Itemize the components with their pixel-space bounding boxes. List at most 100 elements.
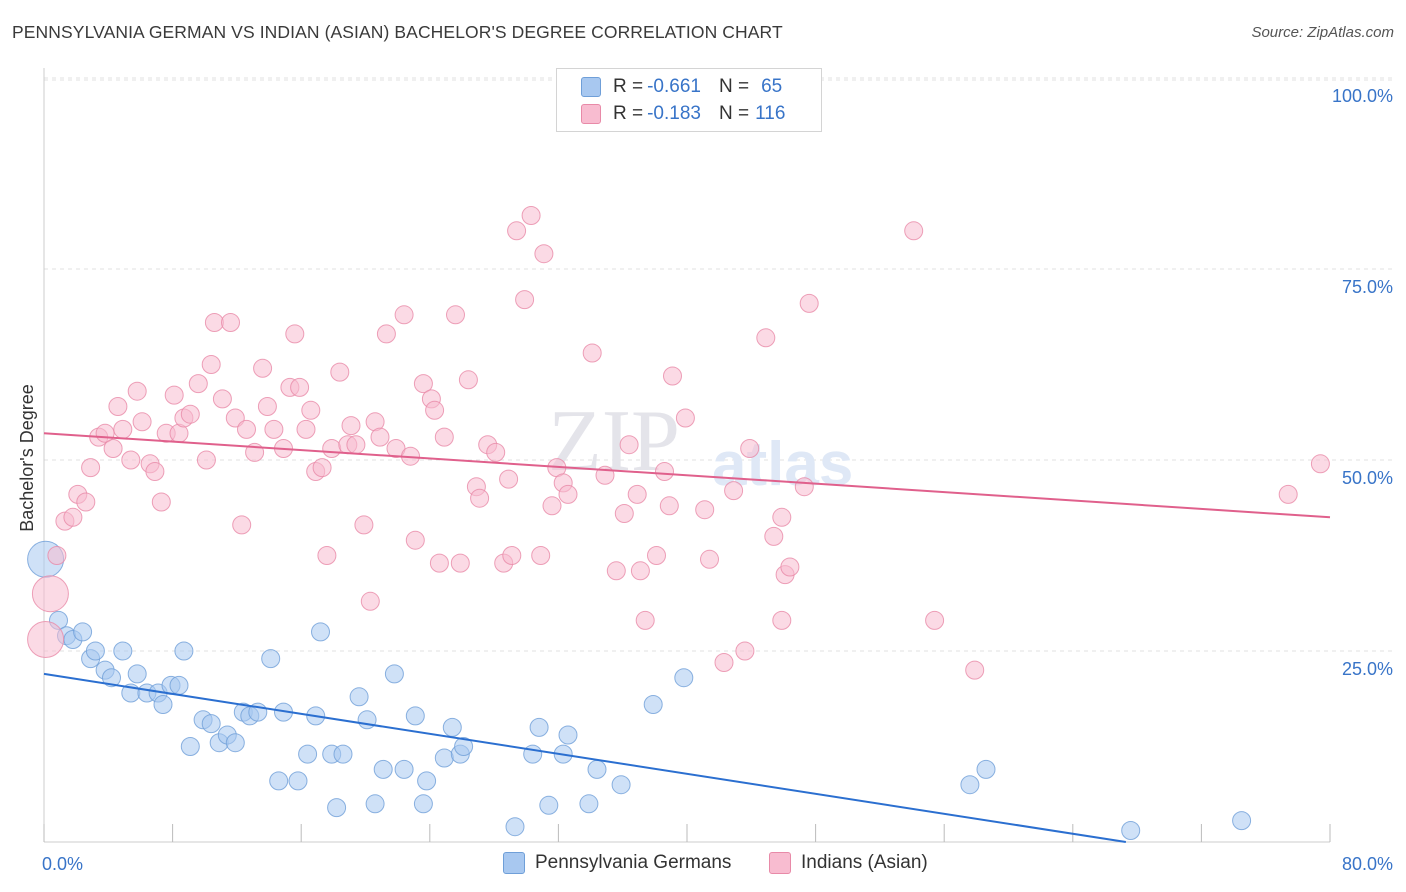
point-indians-asian <box>756 328 776 348</box>
legend-n-label: N = <box>718 103 750 124</box>
chart-title: PENNSYLVANIA GERMAN VS INDIAN (ASIAN) BA… <box>12 22 783 42</box>
point-pennsylvania-germans <box>311 622 330 642</box>
point-pennsylvania-germans <box>454 737 474 756</box>
point-indians-asian <box>47 546 67 565</box>
point-indians-asian <box>317 546 337 565</box>
point-indians-asian <box>127 381 147 401</box>
legend-r-label: R = <box>613 103 644 124</box>
legend-r-value: -0.183 <box>647 103 701 124</box>
point-indians-asian <box>405 530 425 550</box>
point-pennsylvania-germans <box>579 794 599 814</box>
point-indians-asian <box>27 621 65 658</box>
legend-label: Indians (Asian) <box>801 852 928 873</box>
point-indians-asian <box>534 244 554 264</box>
point-indians-asian <box>394 305 414 325</box>
point-pennsylvania-germans <box>327 798 347 818</box>
point-indians-asian <box>582 343 602 363</box>
point-indians-asian <box>354 515 374 535</box>
point-indians-asian <box>740 439 760 458</box>
point-indians-asian <box>113 419 133 439</box>
point-indians-asian <box>735 641 755 661</box>
point-indians-asian <box>502 546 522 565</box>
point-pennsylvania-germans <box>523 744 543 764</box>
point-indians-asian <box>225 408 245 428</box>
point-indians-asian <box>904 221 924 241</box>
point-indians-asian <box>675 408 695 428</box>
point-indians-asian <box>81 458 101 478</box>
legend-swatch-blue <box>581 77 601 97</box>
point-indians-asian <box>799 293 819 313</box>
point-indians-asian <box>164 385 184 405</box>
point-pennsylvania-germans <box>153 695 173 714</box>
point-pennsylvania-germans <box>1121 821 1141 840</box>
point-indians-asian <box>188 374 208 394</box>
point-indians-asian <box>965 660 985 680</box>
point-pennsylvania-germans <box>539 795 559 815</box>
x-tick-label-min: 0.0% <box>42 854 83 874</box>
point-pennsylvania-germans <box>169 675 189 695</box>
x-tick-label-max: 80.0% <box>1342 854 1393 874</box>
trend-line-indians-asian <box>43 432 1331 519</box>
point-pennsylvania-germans <box>1232 811 1252 831</box>
legend-n-value: 116 <box>755 103 786 124</box>
point-indians-asian <box>425 400 445 420</box>
point-indians-asian <box>322 439 342 458</box>
legend-item-pennsylvania-germans[interactable]: Pennsylvania Germans <box>503 852 731 874</box>
point-pennsylvania-germans <box>505 817 525 837</box>
point-indians-asian <box>145 462 165 481</box>
y-tick-label: 100.0% <box>1332 86 1393 106</box>
point-indians-asian <box>180 404 200 424</box>
point-pennsylvania-germans <box>174 641 194 661</box>
point-pennsylvania-germans <box>611 775 631 795</box>
point-indians-asian <box>103 439 123 458</box>
point-indians-asian <box>376 324 396 344</box>
data-points <box>27 206 1330 840</box>
point-indians-asian <box>521 206 541 225</box>
point-pennsylvania-germans <box>201 714 221 734</box>
point-indians-asian <box>700 549 719 569</box>
point-indians-asian <box>614 504 634 523</box>
point-indians-asian <box>647 546 666 565</box>
point-indians-asian <box>285 324 305 344</box>
point-indians-asian <box>724 481 744 501</box>
point-indians-asian <box>925 610 945 630</box>
legend-n-label: N = <box>718 76 750 97</box>
point-indians-asian <box>196 450 216 470</box>
point-indians-asian <box>619 435 639 455</box>
point-indians-asian <box>450 553 470 573</box>
point-indians-asian <box>312 458 332 478</box>
point-indians-asian <box>458 370 478 390</box>
point-indians-asian <box>558 484 578 504</box>
legend-item-indians-asian[interactable]: Indians (Asian) <box>769 852 928 874</box>
point-indians-asian <box>370 427 390 447</box>
legend-row-indians-asian: R = -0.183 N = 116 <box>581 102 785 126</box>
point-indians-asian <box>201 355 221 374</box>
point-pennsylvania-germans <box>102 668 121 688</box>
point-indians-asian <box>772 610 792 630</box>
point-indians-asian <box>515 290 535 310</box>
point-indians-asian <box>434 427 454 447</box>
point-indians-asian <box>606 561 626 581</box>
point-indians-asian <box>429 553 449 573</box>
point-indians-asian <box>121 450 141 470</box>
source-label: Source: ZipAtlas.com <box>1251 24 1394 41</box>
point-indians-asian <box>627 484 647 504</box>
stats-legend: R = -0.661 N = 65 R = -0.183 N = 116 <box>556 68 822 132</box>
point-indians-asian <box>346 435 366 455</box>
point-indians-asian <box>301 400 321 420</box>
point-pennsylvania-germans <box>180 737 200 756</box>
point-indians-asian <box>413 374 433 394</box>
y-tick-label: 50.0% <box>1342 468 1393 488</box>
point-pennsylvania-germans <box>960 775 980 795</box>
point-indians-asian <box>542 496 562 516</box>
point-pennsylvania-germans <box>269 771 289 791</box>
grid-lines <box>44 77 1392 652</box>
point-pennsylvania-germans <box>405 706 425 726</box>
point-pennsylvania-germans <box>976 759 996 779</box>
point-indians-asian <box>635 610 655 630</box>
legend-swatch-blue <box>503 852 525 874</box>
legend-r-label: R = <box>613 76 644 97</box>
axis-labels: 25.0% 50.0% 75.0% 100.0% 0.0% 80.0% Bachelor's… <box>17 86 1393 874</box>
point-pennsylvania-germans <box>434 748 454 768</box>
legend-r-value: -0.661 <box>647 76 701 97</box>
